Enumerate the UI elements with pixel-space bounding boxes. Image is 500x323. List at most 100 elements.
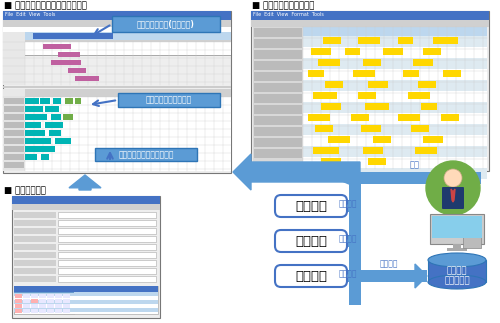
Bar	[25, 98, 39, 104]
Bar	[58, 244, 156, 250]
Bar	[321, 158, 341, 165]
Bar	[303, 69, 487, 80]
Bar	[58, 228, 156, 234]
Bar	[14, 252, 56, 258]
Bar	[55, 299, 62, 303]
Bar	[318, 59, 340, 66]
Bar	[40, 98, 50, 104]
Bar	[33, 33, 113, 39]
Bar	[423, 136, 443, 143]
Bar	[303, 113, 487, 124]
Bar	[4, 146, 24, 152]
Bar	[4, 98, 24, 104]
Bar	[351, 114, 369, 121]
Bar	[58, 220, 156, 226]
Text: 作業員別
スキル管理: 作業員別 スキル管理	[444, 266, 470, 286]
Bar	[254, 72, 302, 81]
Bar	[251, 11, 489, 171]
Bar	[75, 76, 99, 81]
Bar	[303, 58, 487, 69]
Text: File  Edit  View  Format  Tools: File Edit View Format Tools	[253, 12, 324, 17]
Bar	[45, 106, 59, 112]
Bar	[363, 147, 383, 154]
Bar	[4, 162, 24, 168]
Bar	[25, 122, 41, 128]
Bar	[14, 300, 158, 304]
Bar	[58, 260, 156, 266]
Bar	[441, 114, 459, 121]
Bar	[254, 39, 302, 48]
Bar	[25, 154, 37, 160]
Bar	[311, 48, 331, 55]
Text: 工事の作業計画(必要人員): 工事の作業計画(必要人員)	[137, 19, 195, 28]
Bar	[349, 172, 361, 305]
Bar	[432, 216, 482, 238]
Bar	[65, 98, 73, 104]
Bar	[303, 36, 487, 47]
Bar	[303, 27, 487, 169]
Bar	[308, 114, 330, 121]
Bar	[12, 196, 160, 318]
Bar	[361, 172, 481, 184]
Bar	[25, 106, 43, 112]
Bar	[3, 20, 231, 27]
Bar	[303, 124, 487, 135]
Bar	[251, 20, 489, 27]
Polygon shape	[347, 229, 359, 253]
Text: 作業指示: 作業指示	[339, 199, 357, 208]
Bar	[14, 268, 56, 274]
Bar	[3, 89, 25, 171]
Bar	[254, 28, 302, 37]
Bar	[68, 68, 86, 73]
Polygon shape	[347, 194, 359, 218]
Bar	[15, 309, 22, 313]
Bar	[4, 130, 24, 136]
Bar	[41, 154, 49, 160]
Bar	[353, 70, 375, 77]
Bar	[14, 286, 158, 292]
Bar	[15, 299, 22, 303]
Ellipse shape	[428, 253, 486, 267]
Bar	[12, 196, 160, 204]
Text: 担当者の作業割付状況: 担当者の作業割付状況	[146, 96, 192, 105]
Bar	[15, 294, 22, 298]
Bar	[25, 89, 231, 97]
Bar	[433, 37, 458, 44]
Bar	[303, 91, 487, 102]
Bar	[321, 103, 341, 110]
Polygon shape	[69, 175, 101, 190]
Bar	[313, 147, 339, 154]
Bar	[63, 294, 70, 298]
FancyBboxPatch shape	[275, 230, 347, 252]
Text: ■ 担当作業員別勤務計画: ■ 担当作業員別勤務計画	[252, 1, 314, 10]
Bar	[39, 294, 46, 298]
Bar	[25, 114, 47, 120]
Bar	[373, 136, 391, 143]
Bar	[55, 138, 71, 144]
Bar	[428, 260, 486, 282]
Polygon shape	[415, 264, 427, 288]
Bar	[14, 308, 158, 312]
Bar	[15, 304, 22, 308]
Polygon shape	[335, 172, 349, 184]
FancyBboxPatch shape	[275, 195, 347, 217]
Bar	[345, 48, 360, 55]
Bar	[347, 235, 349, 247]
Text: 作業指示: 作業指示	[339, 269, 357, 278]
Bar	[39, 304, 46, 308]
Bar	[63, 304, 70, 308]
Bar	[31, 294, 38, 298]
Bar	[303, 168, 487, 179]
Bar	[12, 204, 160, 210]
Circle shape	[426, 161, 480, 215]
Bar	[14, 260, 56, 266]
Bar	[25, 32, 231, 40]
Bar	[75, 98, 81, 104]
Bar	[325, 81, 343, 88]
Bar	[45, 122, 63, 128]
Text: ■ 工事情報設定: ■ 工事情報設定	[4, 186, 46, 195]
Bar	[358, 37, 380, 44]
Bar	[254, 105, 302, 114]
Bar	[4, 138, 24, 144]
Bar	[47, 309, 54, 313]
